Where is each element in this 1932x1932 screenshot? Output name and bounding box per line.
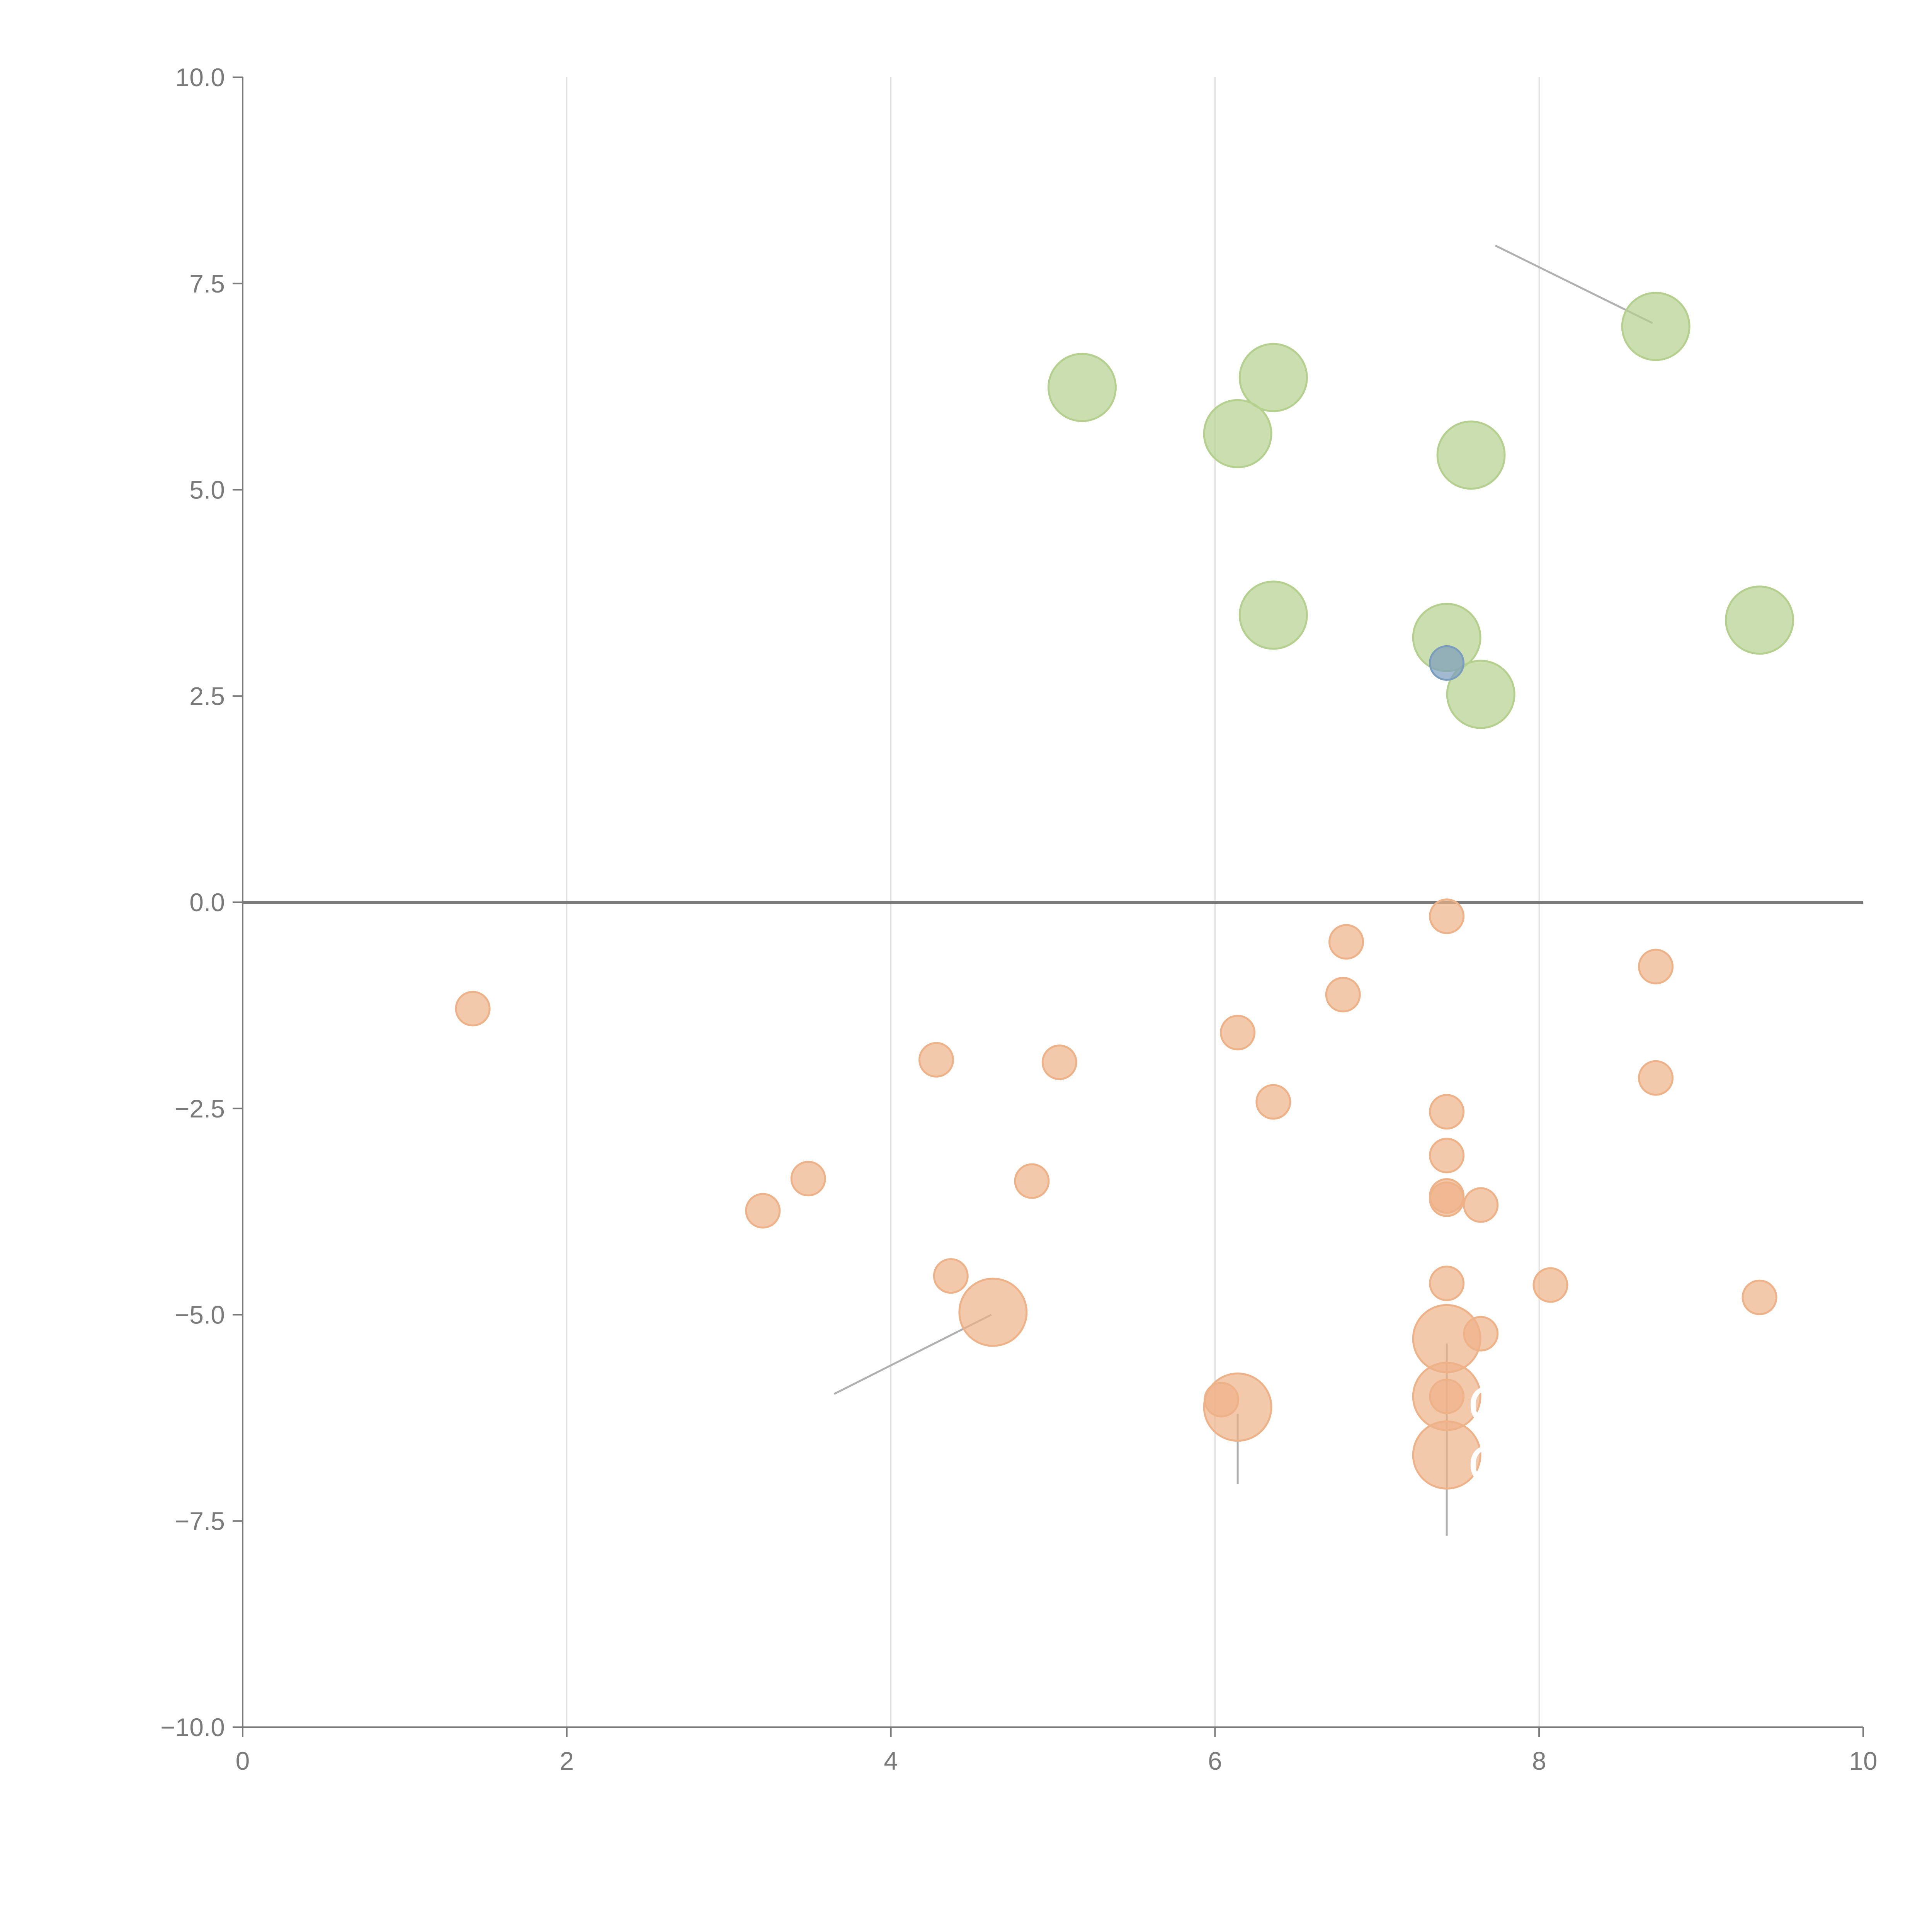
x-tick-label: 4 xyxy=(884,1747,898,1775)
y-tick-label: −5.0 xyxy=(175,1301,225,1329)
orange-point xyxy=(1429,898,1465,934)
x-tick-label: 8 xyxy=(1532,1747,1546,1775)
green-point xyxy=(1446,660,1515,729)
orange-point xyxy=(1429,1181,1465,1217)
orange-point xyxy=(918,1042,954,1078)
green-point xyxy=(1436,420,1506,490)
orange-point xyxy=(1328,924,1364,960)
orange-point xyxy=(1463,1187,1499,1223)
orange-point xyxy=(1429,1138,1465,1173)
x-tick-label: 6 xyxy=(1208,1747,1222,1775)
y-tick-label: −2.5 xyxy=(175,1094,225,1123)
green-point xyxy=(1047,353,1117,422)
orange-point xyxy=(1463,1316,1499,1352)
point-layer xyxy=(455,292,1794,1490)
orange-point xyxy=(1638,1060,1674,1096)
orange-point xyxy=(958,1277,1028,1347)
orange-point xyxy=(1203,1372,1272,1442)
orange-point xyxy=(1041,1044,1077,1080)
x-tick-label: 10 xyxy=(1849,1747,1877,1775)
orange-point xyxy=(1255,1084,1291,1120)
y-tick-label: 5.0 xyxy=(189,476,225,504)
orange-point xyxy=(1429,1094,1465,1130)
label-layer: CC xyxy=(1468,1375,1507,1495)
green-point xyxy=(1238,580,1308,650)
y-tick-label: 7.5 xyxy=(189,269,225,298)
orange-point xyxy=(1532,1267,1568,1303)
orange-point xyxy=(1429,1265,1465,1301)
y-tick-label: 2.5 xyxy=(189,682,225,710)
y-tick-label: 10.0 xyxy=(175,63,225,92)
bubble-annotation: C xyxy=(1468,1375,1507,1435)
bubble-annotation: C xyxy=(1468,1434,1507,1495)
orange-point xyxy=(745,1193,781,1229)
orange-point xyxy=(1742,1279,1777,1315)
orange-point xyxy=(1325,977,1361,1013)
blue-point xyxy=(1429,645,1465,681)
orange-point xyxy=(1412,1420,1481,1490)
orange-point xyxy=(455,991,491,1027)
x-tick-label: 0 xyxy=(236,1747,250,1775)
orange-point xyxy=(1014,1163,1050,1199)
green-point xyxy=(1725,585,1794,655)
axis-layer: 0 2 4 6 8 10 −10.0 −7.5 −5.0 −2.5 0.0 2.5 5.0 7.5 10.0 xyxy=(160,63,1878,1775)
orange-point xyxy=(933,1258,969,1294)
orange-point xyxy=(1429,1378,1465,1414)
green-point xyxy=(1203,399,1272,468)
orange-point xyxy=(1638,949,1674,985)
x-tick-label: 2 xyxy=(560,1747,574,1775)
green-point xyxy=(1621,292,1690,361)
orange-point xyxy=(790,1161,826,1197)
orange-point xyxy=(1220,1015,1256,1051)
y-tick-label: 0.0 xyxy=(189,888,225,917)
y-tick-label: −10.0 xyxy=(160,1713,225,1742)
y-tick-label: −7.5 xyxy=(175,1507,225,1535)
green-point xyxy=(1238,343,1308,412)
